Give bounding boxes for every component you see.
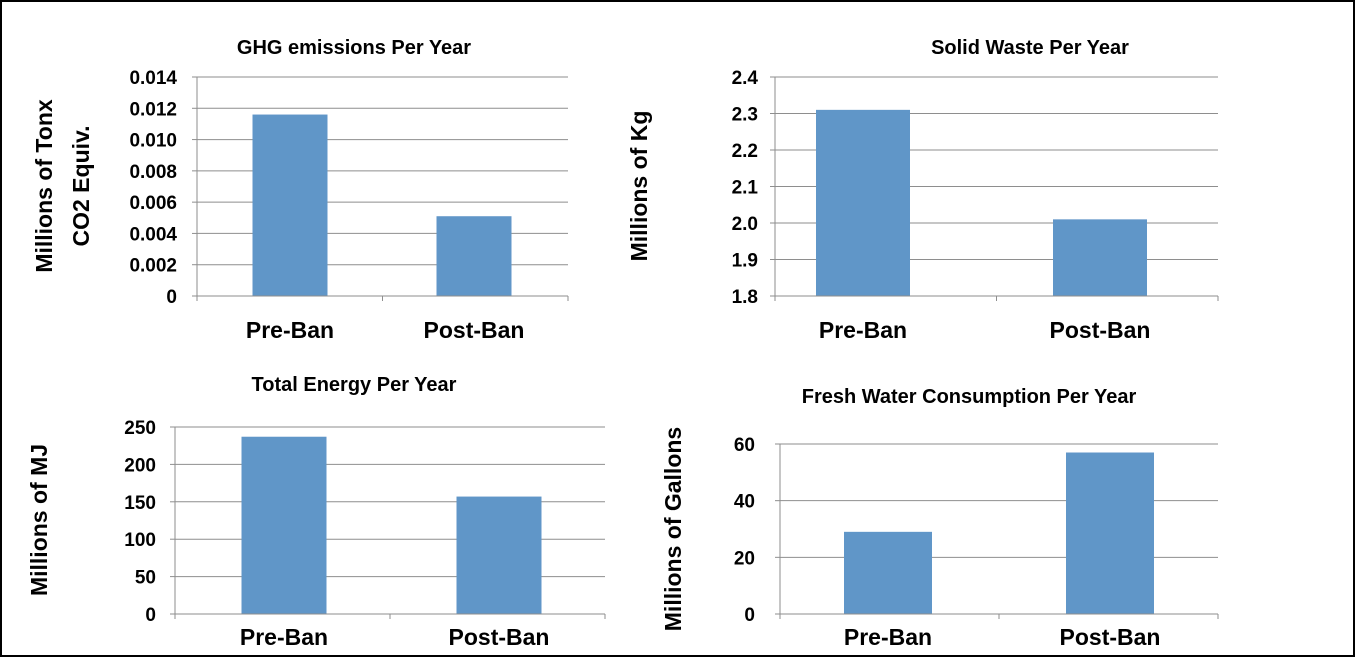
category-label: Post-Ban xyxy=(449,624,550,650)
y-axis-label: Millions of Tonx xyxy=(31,99,57,273)
y-tick-label: 2.2 xyxy=(732,141,758,162)
y-tick-label: 0 xyxy=(145,605,156,626)
bar-pre-ban xyxy=(252,114,328,297)
category-label: Pre-Ban xyxy=(819,317,907,343)
y-tick-label: 0.008 xyxy=(129,162,177,183)
category-label: Pre-Ban xyxy=(246,317,334,343)
y-tick-label: 1.9 xyxy=(732,251,758,272)
bar-pre-ban xyxy=(844,531,932,614)
y-axis-label: CO2 Equiv. xyxy=(68,126,94,247)
chart-title: Total Energy Per Year xyxy=(252,374,457,396)
y-tick-label: 2.1 xyxy=(732,178,759,199)
chart-title: Solid Waste Per Year xyxy=(931,37,1129,59)
y-tick-label: 150 xyxy=(124,493,156,514)
y-tick-label: 0 xyxy=(744,605,755,626)
y-tick-label: 250 xyxy=(124,418,156,439)
bar-post-ban xyxy=(436,216,512,296)
y-tick-label: 20 xyxy=(734,548,755,569)
category-label: Post-Ban xyxy=(1050,317,1151,343)
y-axis-label: Millions of MJ xyxy=(26,444,52,596)
y-tick-label: 0 xyxy=(166,287,177,308)
category-label: Pre-Ban xyxy=(844,624,932,650)
category-label: Post-Ban xyxy=(1060,624,1161,650)
bar-post-ban xyxy=(1066,452,1154,614)
chart-title: Fresh Water Consumption Per Year xyxy=(802,386,1137,408)
bar-pre-ban xyxy=(241,436,327,614)
y-tick-label: 0.014 xyxy=(129,68,177,89)
y-tick-label: 1.8 xyxy=(732,287,758,308)
chart-water: 0 20 40 60 Pre-Ban Post-Ban Fresh Water Consum… xyxy=(660,386,1219,650)
chart-waste: 1.8 1.9 2.0 2.1 2.2 2.3 2.4 Pre-Ban Post-Ban Soli… xyxy=(626,37,1219,343)
y-axis-label: Millions of Gallons xyxy=(660,427,686,631)
y-tick-label: 0.006 xyxy=(129,193,177,214)
y-tick-label: 0.004 xyxy=(129,224,177,245)
y-tick-label: 40 xyxy=(734,492,755,513)
y-tick-label: 100 xyxy=(124,530,156,551)
category-label: Pre-Ban xyxy=(240,624,328,650)
bar-pre-ban xyxy=(816,109,910,296)
y-tick-label: 2.4 xyxy=(732,68,759,89)
y-tick-label: 2.0 xyxy=(732,214,758,235)
category-label: Post-Ban xyxy=(424,317,525,343)
bar-post-ban xyxy=(456,496,542,614)
y-axis-label: Millions of Kg xyxy=(626,111,652,262)
y-tick-label: 0.002 xyxy=(129,256,177,277)
y-tick-label: 200 xyxy=(124,455,156,476)
y-tick-label: 50 xyxy=(135,568,156,589)
bar-post-ban xyxy=(1053,219,1147,296)
chart-energy: 0 50 100 150 200 250 Pre-Ban Post-Ban Total Ener… xyxy=(26,374,606,650)
y-tick-label: 60 xyxy=(734,435,755,456)
y-tick-label: 2.3 xyxy=(732,105,758,126)
y-tick-label: 0.010 xyxy=(129,131,177,152)
chart-ghg: 0 0.002 0.004 0.006 0.008 0.010 0.012 0.014 Pre-… xyxy=(31,37,569,343)
y-tick-label: 0.012 xyxy=(129,99,177,120)
chart-title: GHG emissions Per Year xyxy=(237,37,471,59)
